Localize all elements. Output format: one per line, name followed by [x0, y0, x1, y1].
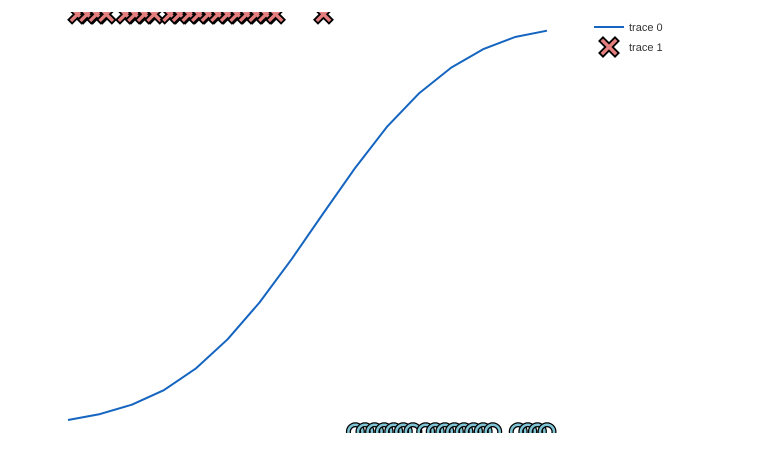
plot-area — [67, 12, 557, 433]
legend-item-trace-1[interactable]: trace 1 — [598, 36, 663, 58]
circle-marker-fill — [395, 423, 412, 433]
circle-marker-point — [374, 422, 394, 433]
circle-marker-point — [537, 422, 557, 433]
x-marker-point-fill — [315, 12, 332, 23]
circle-marker-fill — [375, 423, 393, 433]
circle-marker-fill — [385, 423, 402, 433]
circle-marker-fill — [484, 423, 501, 433]
legend-x-marker-fill — [600, 38, 618, 56]
circle-marker-fill — [356, 423, 374, 433]
circle-marker-fill — [446, 423, 463, 433]
circle-marker-point — [345, 422, 365, 433]
x-marker-point — [313, 12, 334, 25]
legend-label-trace-1: trace 1 — [629, 42, 663, 54]
legend[interactable]: trace 0 trace 1 — [594, 22, 663, 58]
circle-marker-fill — [529, 423, 546, 433]
x-marker-point — [95, 12, 117, 25]
x-marker-point-fill — [267, 12, 284, 23]
legend-item-trace-0[interactable]: trace 0 — [594, 22, 663, 34]
legend-x-marker-swatch — [598, 36, 620, 58]
circle-marker-fill — [455, 423, 473, 433]
circle-marker-fill — [347, 423, 364, 433]
circle-marker-point — [425, 422, 445, 433]
x-marker-point — [143, 12, 165, 25]
circle-marker-point — [355, 422, 375, 433]
circle-marker-point — [464, 422, 484, 433]
circle-marker-fill — [510, 423, 527, 433]
legend-x-marker — [598, 36, 620, 58]
circle-marker-fill — [465, 423, 482, 433]
series-line-trace-0 — [67, 29, 548, 421]
circle-marker-point — [508, 422, 528, 433]
circle-marker-point — [454, 422, 474, 433]
circle-marker-fill — [366, 423, 383, 433]
circle-marker-point — [518, 422, 538, 433]
legend-label-trace-0: trace 0 — [629, 22, 663, 34]
circle-marker-fill — [417, 423, 434, 433]
circle-marker-point — [393, 422, 413, 433]
circle-marker-point — [365, 422, 385, 433]
circle-marker-point — [384, 422, 404, 433]
circle-marker-point — [483, 422, 503, 433]
circle-marker-point — [444, 422, 464, 433]
circle-marker-point — [416, 422, 436, 433]
circle-marker-point — [435, 422, 455, 433]
circle-marker-fill — [436, 423, 454, 433]
x-marker-point — [265, 12, 287, 25]
x-marker-point-fill — [146, 12, 163, 23]
circle-marker-point — [527, 422, 547, 433]
circle-marker-fill — [474, 423, 492, 433]
circle-marker-fill — [519, 423, 537, 433]
circle-marker-point — [473, 422, 493, 433]
x-marker-point-fill — [98, 12, 115, 23]
circle-marker-fill — [538, 423, 556, 433]
circle-marker-fill — [426, 423, 444, 433]
